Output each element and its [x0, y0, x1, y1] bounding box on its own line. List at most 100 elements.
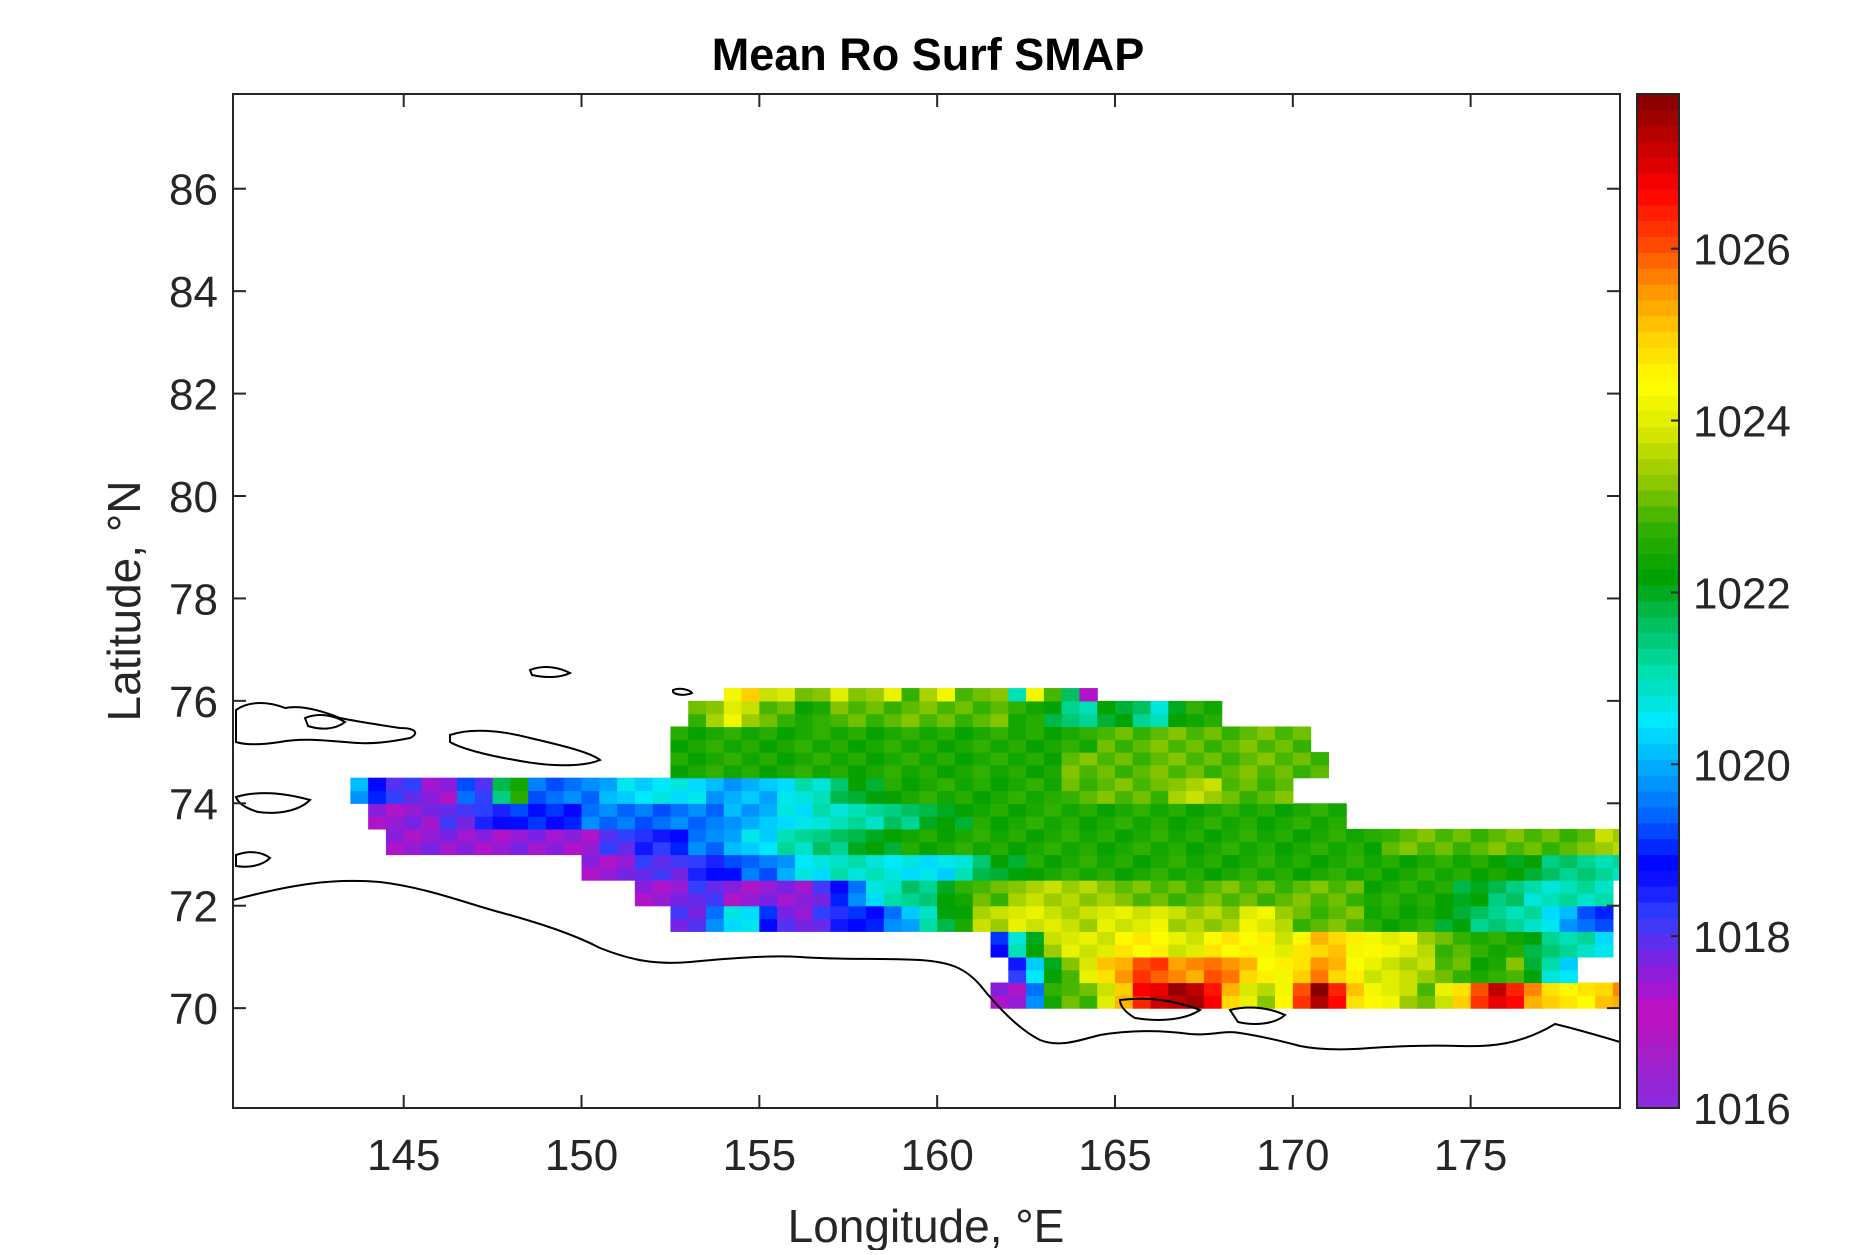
heatmap-cell	[759, 764, 778, 779]
heatmap-cell	[830, 688, 849, 702]
heatmap-cell	[1097, 854, 1116, 868]
heatmap-cell	[1026, 905, 1045, 920]
heatmap-cell	[794, 841, 814, 856]
heatmap-cell	[634, 892, 654, 907]
heatmap-cell	[1008, 982, 1027, 996]
heatmap-cell	[1079, 944, 1098, 958]
heatmap-cell	[954, 700, 974, 715]
heatmap-cell	[794, 739, 814, 753]
heatmap-cell	[901, 867, 920, 881]
heatmap-cell	[1452, 892, 1472, 907]
heatmap-cell	[1221, 828, 1241, 843]
heatmap-cell	[1097, 700, 1116, 715]
heatmap-cell	[990, 982, 1009, 996]
heatmap-cell	[1275, 841, 1294, 856]
heatmap-cell	[1221, 816, 1241, 830]
heatmap-cell	[972, 713, 992, 728]
heatmap-cell	[1523, 995, 1543, 1009]
heatmap-cell	[901, 828, 920, 843]
heatmap-cell	[1595, 867, 1614, 881]
heatmap-cell	[812, 880, 832, 894]
heatmap-cell	[1026, 713, 1045, 728]
heatmap-cell	[706, 777, 725, 792]
colorbar-segment	[1637, 965, 1679, 982]
heatmap-cell	[1168, 777, 1187, 792]
heatmap-cell	[1203, 918, 1223, 932]
heatmap-cell	[1488, 969, 1507, 984]
heatmap-cell	[670, 880, 689, 894]
heatmap-cell	[1328, 816, 1347, 830]
heatmap-cell	[1079, 841, 1098, 856]
heatmap-cell	[1417, 880, 1436, 894]
heatmap-cell	[812, 777, 832, 792]
heatmap-cell	[1061, 828, 1081, 843]
colorbar-segment	[1637, 997, 1679, 1014]
heatmap-cell	[652, 841, 672, 856]
heatmap-cell	[812, 752, 832, 766]
heatmap-cell	[1346, 892, 1365, 907]
heatmap-cell	[385, 790, 405, 804]
heatmap-cell	[1221, 880, 1241, 894]
heatmap-cell	[919, 854, 938, 868]
heatmap-cell	[1292, 944, 1312, 958]
heatmap-cell	[474, 841, 494, 856]
heatmap-cell	[1186, 956, 1205, 971]
heatmap-cell	[1203, 816, 1223, 830]
heatmap-cell	[1399, 931, 1418, 945]
heatmap-cell	[848, 816, 867, 830]
heatmap-cell	[1026, 739, 1045, 753]
heatmap-cell	[741, 905, 760, 920]
heatmap-cell	[1399, 867, 1418, 881]
heatmap-cell	[990, 841, 1009, 856]
coastline-island-mid	[1118, 997, 1203, 1021]
heatmap-cell	[599, 867, 618, 881]
heatmap-cell	[741, 764, 760, 779]
heatmap-cell	[634, 880, 654, 894]
heatmap-cell	[972, 867, 992, 881]
heatmap-cell	[777, 764, 796, 779]
colorbar-tick-label: 1020	[1693, 741, 1791, 790]
heatmap-cell	[1008, 777, 1027, 792]
heatmap-cell	[723, 700, 743, 715]
heatmap-cell	[1435, 905, 1454, 920]
heatmap-cell	[1523, 841, 1543, 856]
heatmap-cell	[1114, 700, 1134, 715]
heatmap-cell	[1168, 841, 1187, 856]
heatmap-cell	[901, 841, 920, 856]
heatmap-cell	[1310, 905, 1329, 920]
heatmap-cell	[1150, 995, 1169, 1009]
heatmap-cell	[563, 803, 583, 817]
heatmap-cell	[1079, 713, 1098, 728]
heatmap-cell	[830, 816, 849, 830]
heatmap-cell	[474, 803, 494, 817]
heatmap-cell	[1470, 931, 1490, 945]
heatmap-cell	[1221, 752, 1241, 766]
heatmap-cell	[759, 739, 778, 753]
heatmap-cell	[1203, 700, 1223, 715]
heatmap-cell	[883, 777, 903, 792]
heatmap-cell	[1328, 867, 1347, 881]
heatmap-cell	[1132, 816, 1152, 830]
heatmap-cell	[1061, 944, 1081, 958]
heatmap-cell	[1470, 867, 1490, 881]
heatmap-cell	[848, 918, 867, 932]
heatmap-cell	[1577, 828, 1596, 843]
heatmap-cell	[1470, 956, 1490, 971]
heatmap-cell	[1417, 956, 1436, 971]
colorbar-segment	[1637, 268, 1679, 285]
heatmap-cell	[1132, 713, 1152, 728]
heatmap-cell	[1257, 764, 1276, 779]
heatmap-cell	[634, 841, 654, 856]
heatmap-cell	[1079, 803, 1098, 817]
heatmap-cell	[510, 828, 529, 843]
heatmap-cell	[599, 816, 618, 830]
heatmap-cell	[1417, 982, 1436, 996]
heatmap-cell	[866, 726, 885, 740]
heatmap-cell	[1008, 956, 1027, 971]
heatmap-cell	[883, 816, 903, 830]
heatmap-cell	[1488, 854, 1507, 868]
heatmap-cell	[1061, 918, 1081, 932]
heatmap-cell	[492, 816, 511, 830]
x-tick-label: 160	[900, 1131, 973, 1180]
heatmap-cell	[972, 790, 992, 804]
